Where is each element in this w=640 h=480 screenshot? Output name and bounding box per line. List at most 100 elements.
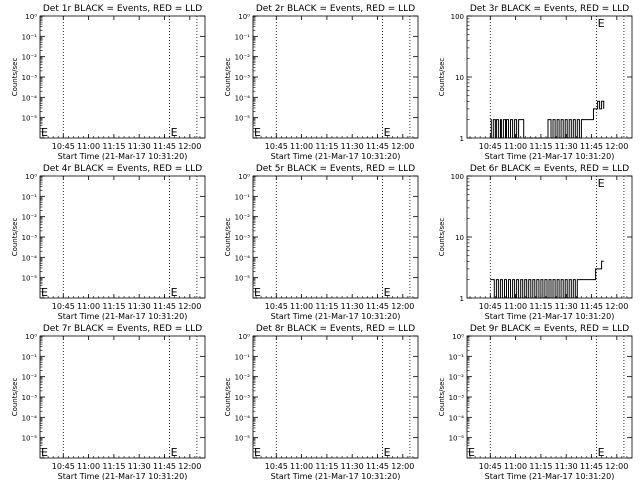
x-tick-label: 12:00 (605, 462, 628, 471)
y-tick-label: 10⁻⁴ (22, 254, 38, 262)
x-axis-label: Start Time (21-Mar-17 10:31:20) (271, 312, 401, 321)
x-tick-label: 10:45 (265, 142, 288, 151)
x-axis-label: Start Time (21-Mar-17 10:31:20) (485, 152, 615, 161)
y-axis-label: Counts/sec (438, 58, 446, 97)
y-tick-label: 10⁰ (238, 13, 250, 21)
end-marker-glyph: E (598, 446, 605, 459)
x-tick-label: 11:15 (102, 142, 125, 151)
x-tick-label: 12:00 (178, 142, 201, 151)
x-tick-label: 11:30 (128, 302, 151, 311)
plot-frame (252, 335, 419, 459)
x-tick-label: 11:15 (529, 302, 552, 311)
x-tick-label: 11:15 (529, 142, 552, 151)
x-tick-label: 11:00 (290, 142, 313, 151)
y-tick-label: 10⁰ (452, 333, 464, 341)
y-tick-label: 10⁻² (449, 374, 465, 382)
y-tick-label: 10⁻¹ (449, 353, 465, 361)
y-tick-label: 10⁻³ (235, 74, 251, 82)
y-tick-label: 10⁻⁵ (235, 115, 251, 123)
y-tick-label: 10⁻² (22, 374, 38, 382)
x-tick-label: 11:15 (315, 302, 338, 311)
x-tick-label: 12:00 (178, 462, 201, 471)
x-tick-label: 11:00 (290, 462, 313, 471)
end-marker-glyph: E (171, 446, 178, 459)
x-tick-label: 11:15 (102, 302, 125, 311)
start-marker-glyph: E (254, 286, 261, 299)
x-tick-label: 10:45 (52, 142, 75, 151)
panel-title: Det 7r BLACK = Events, RED = LLD (43, 324, 202, 334)
y-axis-label: Counts/sec (438, 378, 446, 417)
y-tick-label: 10⁻³ (449, 394, 465, 402)
y-axis-label: Counts/sec (224, 218, 232, 257)
x-tick-label: 11:00 (504, 302, 527, 311)
x-tick-label: 10:45 (52, 302, 75, 311)
end-marker-glyph: E (598, 177, 605, 190)
y-tick-label: 10⁻¹ (235, 33, 251, 41)
plot-frame (39, 335, 206, 459)
panel-title: Det 2r BLACK = Events, RED = LLD (256, 4, 415, 14)
y-tick-label: 1 (460, 135, 464, 143)
y-tick-label: 10⁰ (25, 333, 37, 341)
panel-title: Det 8r BLACK = Events, RED = LLD (256, 324, 415, 334)
start-marker-glyph: E (41, 286, 48, 299)
y-tick-label: 10⁰ (238, 333, 250, 341)
plot-frame (252, 175, 419, 299)
x-tick-label: 11:45 (153, 142, 176, 151)
x-tick-label: 12:00 (391, 302, 414, 311)
x-tick-label: 10:45 (265, 302, 288, 311)
x-tick-label: 11:45 (580, 142, 603, 151)
end-marker-glyph: E (171, 126, 178, 139)
y-axis-label: Counts/sec (224, 58, 232, 97)
y-tick-label: 1 (460, 295, 464, 303)
start-marker-glyph: E (254, 126, 261, 139)
x-axis-label: Start Time (21-Mar-17 10:31:20) (271, 152, 401, 161)
events-series-line (490, 100, 605, 139)
y-axis-label: Counts/sec (224, 378, 232, 417)
x-tick-label: 11:15 (315, 142, 338, 151)
plot-frame (252, 15, 419, 139)
x-tick-label: 11:30 (341, 462, 364, 471)
y-tick-label: 10⁻² (22, 214, 38, 222)
x-tick-label: 11:45 (580, 462, 603, 471)
x-tick-label: 10:45 (479, 142, 502, 151)
x-tick-label: 11:00 (290, 302, 313, 311)
x-tick-label: 11:45 (366, 302, 389, 311)
x-axis-label: Start Time (21-Mar-17 10:31:20) (271, 472, 401, 480)
start-marker-glyph: E (41, 446, 48, 459)
x-tick-label: 10:45 (265, 462, 288, 471)
y-tick-label: 10⁻⁵ (235, 275, 251, 283)
end-marker-glyph: E (171, 286, 178, 299)
plot-frame (39, 175, 206, 299)
y-tick-label: 10⁻⁵ (22, 275, 38, 283)
end-marker-glyph: E (384, 446, 391, 459)
y-tick-label: 10⁻⁵ (449, 435, 465, 443)
plot-frame (466, 335, 633, 459)
x-tick-label: 10:45 (479, 462, 502, 471)
y-tick-label: 10⁻⁴ (235, 94, 251, 102)
panel-title: Det 9r BLACK = Events, RED = LLD (470, 324, 629, 334)
x-axis-label: Start Time (21-Mar-17 10:31:20) (485, 312, 615, 321)
y-tick-label: 10⁻¹ (22, 353, 38, 361)
end-marker-glyph: E (384, 286, 391, 299)
events-series-line (490, 260, 604, 299)
x-tick-label: 12:00 (605, 142, 628, 151)
y-tick-label: 10 (455, 234, 464, 242)
y-tick-label: 10⁻⁴ (22, 94, 38, 102)
x-tick-label: 11:00 (77, 142, 100, 151)
x-tick-label: 11:30 (128, 462, 151, 471)
y-tick-label: 100 (451, 173, 464, 181)
y-tick-label: 10⁻⁴ (449, 414, 465, 422)
x-axis-label: Start Time (21-Mar-17 10:31:20) (58, 152, 188, 161)
end-marker-glyph: E (384, 126, 391, 139)
x-tick-label: 11:30 (341, 142, 364, 151)
start-marker-glyph: E (254, 446, 261, 459)
x-tick-label: 12:00 (391, 462, 414, 471)
y-tick-label: 10⁻⁵ (235, 435, 251, 443)
x-tick-label: 11:45 (366, 142, 389, 151)
x-tick-label: 11:30 (555, 302, 578, 311)
